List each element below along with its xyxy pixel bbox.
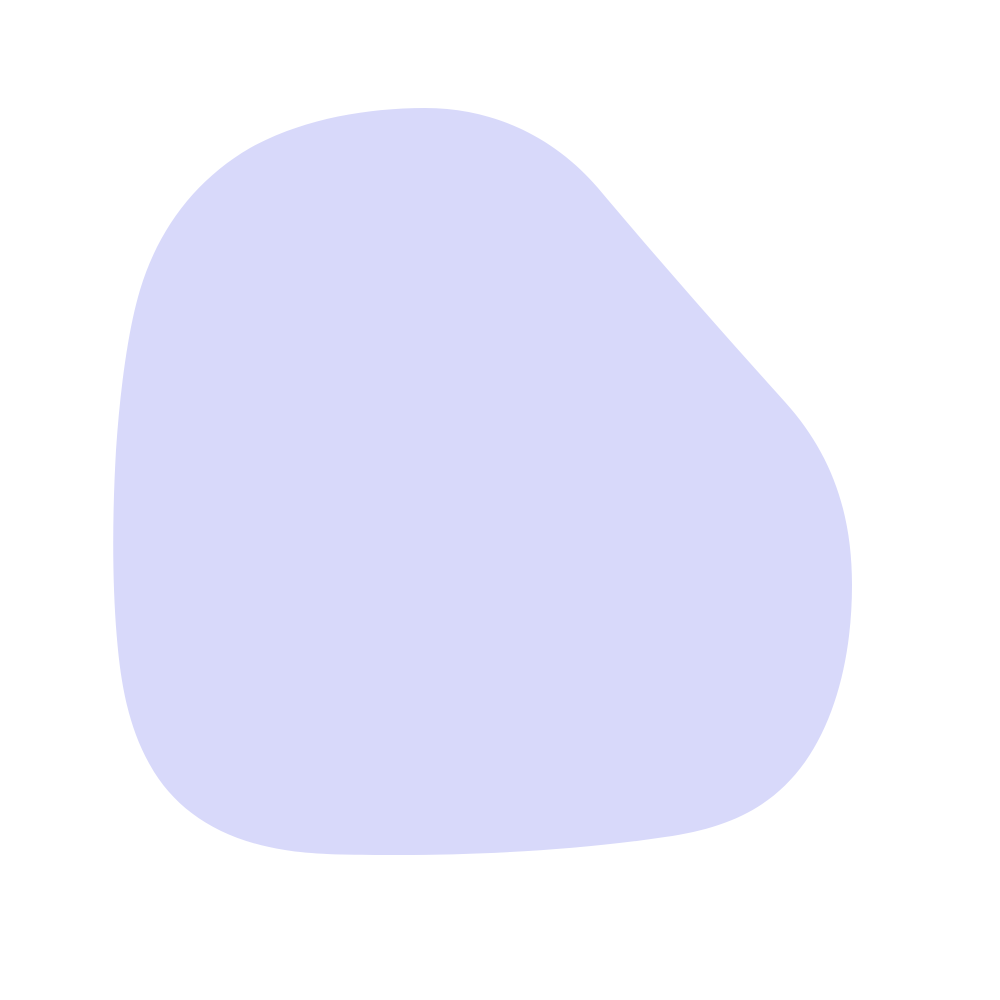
blob-shape xyxy=(113,108,852,855)
